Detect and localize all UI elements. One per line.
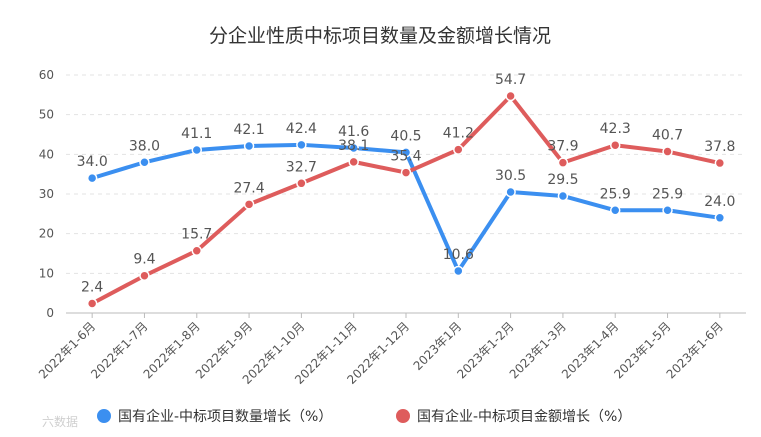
data-label: 41.1 — [181, 126, 212, 142]
data-label: 54.7 — [495, 72, 526, 88]
data-label: 42.1 — [233, 122, 264, 138]
data-label: 40.5 — [390, 128, 421, 144]
data-point — [609, 205, 621, 216]
data-point — [662, 205, 673, 216]
watermark: 六数据 — [42, 414, 78, 429]
data-point — [348, 142, 359, 154]
data-label: 37.8 — [704, 139, 735, 155]
data-point — [191, 245, 203, 256]
data-point — [662, 146, 673, 157]
data-label: 27.4 — [233, 180, 264, 196]
data-label: 9.4 — [133, 252, 155, 268]
data-label: 2.4 — [81, 279, 103, 295]
legend-marker-2 — [396, 409, 410, 423]
data-point — [557, 190, 569, 202]
data-point — [505, 186, 516, 198]
data-point — [348, 156, 359, 168]
x-tick-label: 2023年1月 — [411, 319, 465, 373]
y-tick-label: 50 — [39, 108, 54, 122]
y-tick-label: 40 — [39, 147, 54, 161]
data-label: 41.6 — [338, 124, 369, 140]
series-1: 34.0 38.0 41.1 42.1 42.4 41.6 40.5 10.6 30.5 29.5… — [77, 121, 735, 277]
legend-label-2: 国有企业-中标项目金额增长（%） — [417, 408, 631, 425]
data-label: 37.9 — [547, 139, 578, 155]
data-point — [139, 270, 150, 281]
x-axis: 2022年1-6月2022年1-7月2022年1-8月2022年1-9月2022… — [36, 312, 746, 387]
data-label: 42.3 — [600, 121, 631, 137]
y-tick-label: 60 — [39, 68, 54, 82]
data-label: 15.7 — [181, 227, 212, 243]
data-label: 10.6 — [443, 247, 474, 263]
data-label: 32.7 — [286, 159, 317, 175]
legend-label-1: 国有企业-中标项目数量增长（%） — [118, 408, 332, 425]
y-tick-label: 10 — [39, 266, 54, 280]
data-point — [296, 139, 307, 151]
data-label: 42.4 — [286, 121, 317, 137]
y-axis: 0 10 20 30 40 50 60 — [39, 68, 54, 320]
data-label: 29.5 — [547, 172, 578, 188]
series-group: 34.0 38.0 41.1 42.1 42.4 41.6 40.5 10.6 30.5 29.5… — [77, 72, 735, 309]
y-tick-label: 20 — [39, 227, 54, 241]
data-label: 24.0 — [704, 194, 735, 210]
data-label: 30.5 — [495, 168, 526, 184]
data-point — [139, 157, 150, 168]
data-label: 38.1 — [338, 138, 369, 154]
data-label: 25.9 — [600, 186, 631, 202]
legend-marker-1 — [97, 409, 111, 423]
data-label: 41.2 — [443, 126, 474, 142]
data-point — [400, 147, 412, 158]
data-point — [243, 140, 255, 152]
data-point — [86, 172, 98, 184]
data-label: 40.7 — [652, 128, 683, 144]
data-point — [400, 167, 412, 178]
data-point — [557, 157, 569, 168]
data-label: 25.9 — [652, 186, 683, 202]
data-point — [453, 144, 464, 155]
data-point — [296, 178, 307, 189]
data-point — [191, 144, 203, 156]
data-point — [714, 157, 726, 169]
data-point — [505, 90, 516, 102]
chart-title: 分企业性质中标项目数量及金额增长情况 — [209, 25, 551, 47]
data-label: 38.0 — [129, 138, 160, 154]
data-point — [714, 212, 726, 224]
data-point — [243, 199, 255, 210]
y-tick-label: 0 — [46, 306, 54, 320]
series-2: 2.4 9.4 15.7 27.4 32.7 38.1 35.4 41.2 54.7 37.9 42… — [81, 72, 735, 309]
y-tick-label: 30 — [39, 187, 54, 201]
legend: 国有企业-中标项目数量增长（%） 国有企业-中标项目金额增长（%） — [97, 408, 631, 425]
data-label: 34.0 — [77, 154, 108, 170]
data-label: 35.4 — [390, 149, 421, 165]
data-point — [86, 298, 98, 309]
data-point — [609, 139, 621, 151]
data-point — [453, 265, 464, 277]
